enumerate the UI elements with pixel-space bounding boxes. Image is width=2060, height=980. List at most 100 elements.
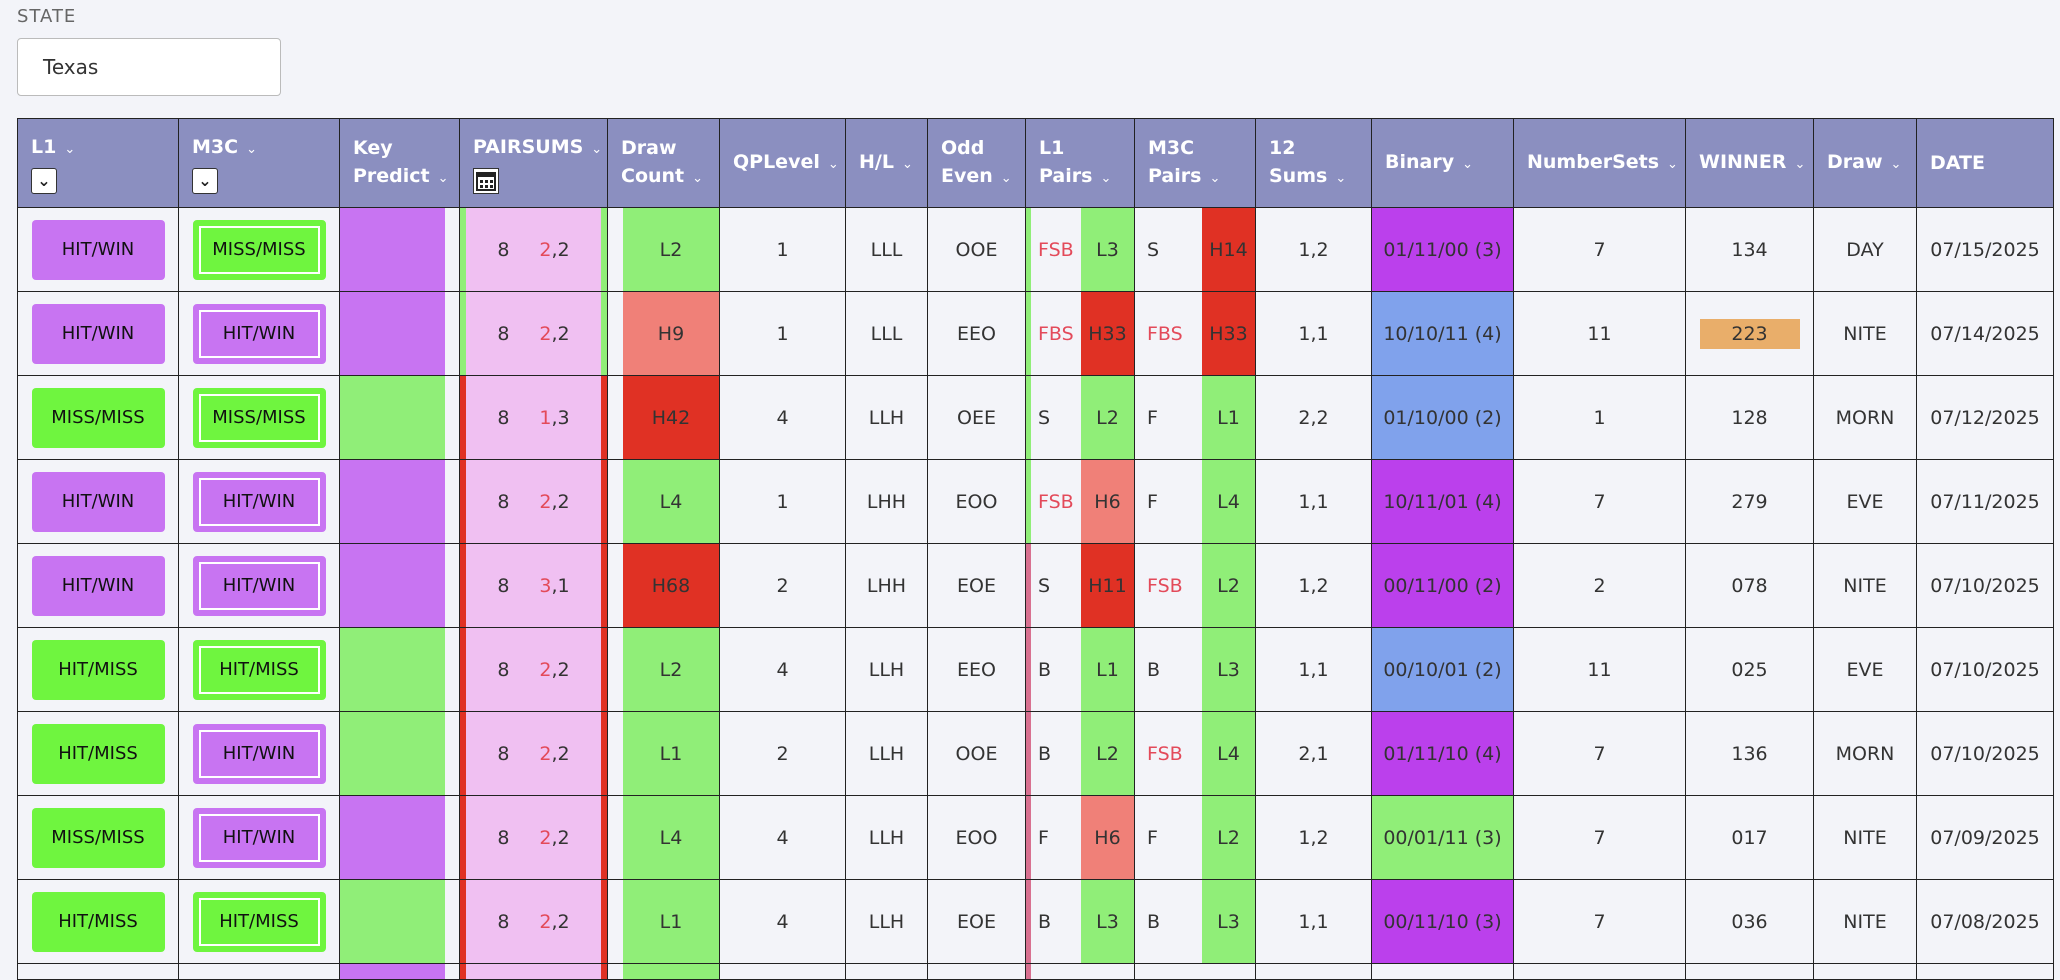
numbersets-value: 7 — [1593, 910, 1606, 933]
l1-pairs-left: B — [1038, 880, 1051, 963]
header-m3c-pairs[interactable]: M3C Pairs ⌄ — [1135, 119, 1256, 208]
header-draw-count[interactable]: Draw Count ⌄ — [608, 119, 720, 208]
header-l1[interactable]: L1 ⌄ ⌄ — [18, 119, 179, 208]
l1-status-button[interactable]: HIT/MISS — [31, 723, 165, 784]
l1-filter-dropdown[interactable]: ⌄ — [31, 167, 57, 194]
l1-pairs-level: H6 — [1094, 826, 1121, 849]
m3c-status-button[interactable]: HIT/WIN — [192, 303, 326, 364]
binary-cell: 01/10/00 (2) — [1372, 376, 1514, 460]
header-binary[interactable]: Binary ⌄ — [1372, 119, 1514, 208]
m3c-cell: HIT/WIN — [179, 292, 340, 376]
l1-status-button[interactable]: HIT/WIN — [31, 219, 165, 280]
calendar-icon[interactable] — [473, 167, 499, 194]
header-draw-count-line2: Count — [621, 164, 685, 187]
binary-cell: 01/11/10 (4) — [1372, 712, 1514, 796]
date-value: 07/08/2025 — [1930, 910, 2040, 933]
chevron-down-icon[interactable]: ⌄ — [901, 156, 913, 172]
header-winner[interactable]: WINNER ⌄ — [1686, 119, 1814, 208]
chevron-down-icon[interactable]: ⌄ — [1000, 170, 1012, 186]
header-key-predict[interactable]: Key Predict ⌄ — [340, 119, 460, 208]
draw-value: MORN — [1835, 406, 1895, 429]
pairsums-first: 1 — [539, 406, 552, 429]
m3c-status-button[interactable]: MISS/MISS — [192, 219, 326, 280]
header-qplevel[interactable]: QPLevel ⌄ — [720, 119, 846, 208]
partial-row-cell — [1372, 964, 1514, 980]
header-12-sums-line1: 12 — [1269, 136, 1296, 159]
draw-value: NITE — [1843, 826, 1887, 849]
l1-status-button[interactable]: HIT/WIN — [31, 555, 165, 616]
draw-count-fill: H42 — [623, 376, 719, 459]
m3c-status-button[interactable]: HIT/MISS — [192, 891, 326, 952]
l1-pairs-left: B — [1038, 712, 1051, 795]
chevron-down-icon[interactable]: ⌄ — [1890, 156, 1902, 172]
m3c-status-button[interactable]: HIT/WIN — [192, 471, 326, 532]
l1-pairs-level: L1 — [1096, 658, 1119, 681]
chevron-down-icon[interactable]: ⌄ — [437, 170, 449, 186]
qplevel-value: 1 — [776, 238, 789, 261]
m3c-filter-dropdown[interactable]: ⌄ — [192, 167, 218, 194]
qplevel-cell: 2 — [720, 712, 846, 796]
chevron-down-icon[interactable]: ⌄ — [591, 141, 603, 157]
winner-cell: 134 — [1686, 208, 1814, 292]
l1-status-button[interactable]: HIT/MISS — [31, 639, 165, 700]
m3c-status-button[interactable]: HIT/MISS — [192, 639, 326, 700]
header-numbersets[interactable]: NumberSets ⌄ — [1514, 119, 1686, 208]
draw-count-cell: H68 — [608, 544, 720, 628]
pairsums-total: 8 — [497, 658, 510, 681]
m3c-pairs-right: H14 — [1202, 208, 1255, 291]
m3c-status-button[interactable]: HIT/WIN — [192, 807, 326, 868]
m3c-status-button[interactable]: MISS/MISS — [192, 387, 326, 448]
header-draw[interactable]: Draw ⌄ — [1814, 119, 1917, 208]
odd-even-cell: OEE — [928, 376, 1026, 460]
chevron-down-icon[interactable]: ⌄ — [1335, 170, 1347, 186]
hl-value: LLH — [868, 742, 905, 765]
l1-pairs-bar — [1026, 712, 1031, 795]
m3c-pairs-left: S — [1147, 208, 1159, 291]
l1-status-button[interactable]: HIT/WIN — [31, 471, 165, 532]
header-pairsums-label: PAIRSUMS — [473, 135, 584, 158]
key-predict-fill — [340, 376, 445, 459]
numbersets-cell: 2 — [1514, 544, 1686, 628]
l1-status-button[interactable]: HIT/WIN — [31, 303, 165, 364]
header-odd-even[interactable]: Odd Even ⌄ — [928, 119, 1026, 208]
header-l1-pairs[interactable]: L1 Pairs ⌄ — [1026, 119, 1135, 208]
chevron-down-icon[interactable]: ⌄ — [1794, 156, 1806, 172]
hl-value: LLH — [868, 910, 905, 933]
header-hl[interactable]: H/L ⌄ — [846, 119, 928, 208]
chevron-down-icon[interactable]: ⌄ — [1100, 170, 1112, 186]
m3c-pairs-right: H33 — [1202, 292, 1255, 375]
chevron-down-icon[interactable]: ⌄ — [1462, 156, 1474, 172]
header-12-sums[interactable]: 12 Sums ⌄ — [1256, 119, 1372, 208]
odd-even-value: OOE — [955, 742, 998, 765]
chevron-down-icon[interactable]: ⌄ — [1667, 156, 1678, 172]
qplevel-cell: 4 — [720, 880, 846, 964]
m3c-status-button[interactable]: HIT/WIN — [192, 723, 326, 784]
chevron-down-icon[interactable]: ⌄ — [64, 141, 76, 157]
l1-status-button[interactable]: HIT/MISS — [31, 891, 165, 952]
header-pairsums[interactable]: PAIRSUMS ⌄ — [460, 119, 608, 208]
binary-value: 00/01/11 (3) — [1383, 826, 1502, 849]
numbersets-cell: 11 — [1514, 292, 1686, 376]
numbersets-value: 1 — [1593, 406, 1606, 429]
l1-status-button[interactable]: MISS/MISS — [31, 807, 165, 868]
m3c-status-button[interactable]: HIT/WIN — [192, 555, 326, 616]
pairsums-right-bar — [601, 292, 607, 375]
hl-cell: LLH — [846, 376, 928, 460]
header-odd-even-line1: Odd — [941, 136, 985, 159]
chevron-down-icon[interactable]: ⌄ — [246, 141, 257, 157]
l1-pairs-bar — [1026, 292, 1031, 375]
chevron-down-icon[interactable]: ⌄ — [827, 156, 839, 172]
header-l1-label: L1 — [31, 135, 57, 158]
key-predict-fill — [340, 292, 445, 375]
state-select[interactable]: Texas — [17, 38, 281, 96]
l1-status-button[interactable]: MISS/MISS — [31, 387, 165, 448]
header-m3c[interactable]: M3C ⌄ ⌄ — [179, 119, 340, 208]
chevron-down-icon[interactable]: ⌄ — [692, 170, 704, 186]
odd-even-value: EOE — [957, 910, 996, 933]
l1-pairs-code: S — [1038, 406, 1051, 429]
numbersets-value: 7 — [1593, 238, 1606, 261]
m3c-status-frame: MISS/MISS — [198, 393, 320, 442]
chevron-down-icon[interactable]: ⌄ — [1209, 170, 1221, 186]
header-date[interactable]: DATE — [1917, 119, 2054, 208]
pairsums-second: ,2 — [551, 910, 570, 933]
